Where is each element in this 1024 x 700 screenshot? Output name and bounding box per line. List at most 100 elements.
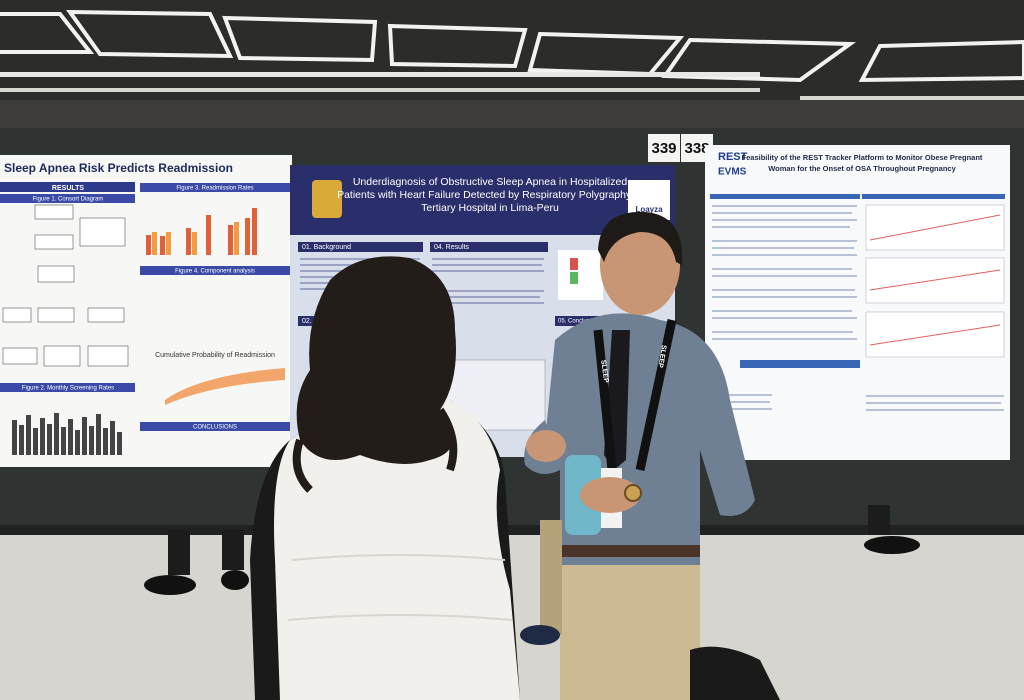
rect-shape [37, 307, 75, 323]
rect-shape [206, 215, 211, 255]
light-strip [0, 88, 760, 92]
shoe [864, 536, 920, 554]
board-edge [0, 525, 1024, 535]
rect-shape [712, 310, 852, 312]
section-bar [430, 242, 548, 252]
rect-shape [432, 296, 540, 298]
figure-bar [0, 194, 135, 203]
rect-shape [152, 232, 157, 255]
trend-lines [869, 214, 1001, 346]
section-label: 04. Results [434, 244, 470, 251]
rect-shape [712, 401, 770, 403]
logo-text: REST [718, 151, 748, 163]
rect-shape [712, 408, 772, 410]
poster-title-line: Patients with Heart Failure Detected by … [337, 189, 643, 201]
logo-crest [312, 180, 342, 218]
rect-shape [432, 258, 544, 260]
rect-shape [192, 232, 197, 255]
logo-text: Loayza [635, 205, 663, 214]
hand [526, 430, 566, 462]
rect-shape [186, 228, 191, 255]
path-shape [222, 15, 378, 63]
figure-label: Cumulative Probability of Readmission [155, 352, 275, 359]
rect-shape [712, 331, 853, 333]
rect-shape [160, 236, 165, 255]
rect-shape [33, 428, 38, 455]
section-bar [0, 182, 135, 192]
section-bar [298, 242, 423, 252]
rect-shape [40, 418, 45, 455]
section-bar [862, 194, 1005, 199]
lanyard [593, 319, 677, 471]
belt [560, 545, 700, 557]
trousers [560, 560, 700, 700]
rect-shape [54, 413, 59, 455]
text-lines [712, 205, 1004, 411]
bystander-leg [168, 530, 190, 575]
figure-bar [140, 266, 290, 275]
white-vest [274, 400, 520, 700]
shoe [520, 625, 560, 645]
booth-sign [648, 134, 680, 162]
hair [598, 211, 683, 265]
chart-block [570, 272, 578, 284]
rect-shape [712, 317, 857, 319]
shoe [144, 575, 196, 595]
poster-title-line: Tertiary Hospital in Lima-Peru [421, 202, 559, 214]
rect-shape [712, 289, 855, 291]
rect-shape [87, 307, 125, 323]
face [600, 215, 680, 315]
section-label: RESULTS [52, 185, 84, 192]
vest-quilting [287, 554, 513, 621]
path-shape [661, 37, 856, 83]
figure-label: Figure 4. Component analysis [175, 269, 255, 275]
rect-shape [712, 254, 857, 256]
path-shape [66, 9, 234, 59]
chart-block [570, 258, 578, 270]
rect-shape [432, 270, 544, 272]
rect-shape [19, 425, 24, 455]
rect-shape [82, 417, 87, 455]
rect-shape [87, 345, 129, 367]
rect-shape [252, 208, 257, 255]
rect-shape [712, 240, 857, 242]
footer-bar [140, 422, 290, 431]
rect-shape [2, 347, 38, 365]
rect-shape [866, 395, 1004, 397]
rect-shape [866, 402, 1001, 404]
rect-shape [432, 302, 544, 304]
poster-title-line: Feasibility of the REST Tracker Platform… [742, 153, 983, 162]
rect-shape [866, 409, 1004, 411]
booth-number: 338 [684, 140, 709, 157]
rect-shape [68, 419, 73, 455]
rect-shape [712, 338, 857, 340]
rect-shape [712, 226, 850, 228]
figure-bar [0, 383, 135, 392]
rect-shape [61, 427, 66, 455]
rect-shape [234, 222, 239, 255]
bystander-leg [222, 530, 244, 570]
rect-shape [47, 424, 52, 455]
booth-number: 339 [651, 140, 676, 157]
rect-shape [432, 290, 544, 292]
rect-shape [75, 430, 80, 455]
rect-shape [166, 232, 171, 255]
screening-bars [12, 413, 122, 455]
rect-shape [43, 345, 81, 367]
lanyard-text: SLEEP [599, 360, 609, 384]
rect-shape [432, 264, 542, 266]
bystander-leg [868, 505, 890, 535]
rect-shape [712, 394, 772, 396]
rect-shape [34, 234, 74, 250]
poster-title-line: Woman for the Onset of OSA Throughout Pr… [768, 164, 956, 173]
rect-shape [300, 258, 420, 260]
rect-shape [34, 204, 74, 220]
section-bar [710, 194, 860, 199]
light-strip [0, 72, 760, 77]
poster-title: Sleep Apnea Risk Predicts Readmission [4, 161, 233, 175]
leg [540, 520, 562, 635]
path-shape [387, 23, 528, 69]
rect-shape [89, 426, 94, 455]
figure-label: Figure 3. Readmission Rates [176, 186, 253, 192]
rect-shape [2, 307, 32, 323]
